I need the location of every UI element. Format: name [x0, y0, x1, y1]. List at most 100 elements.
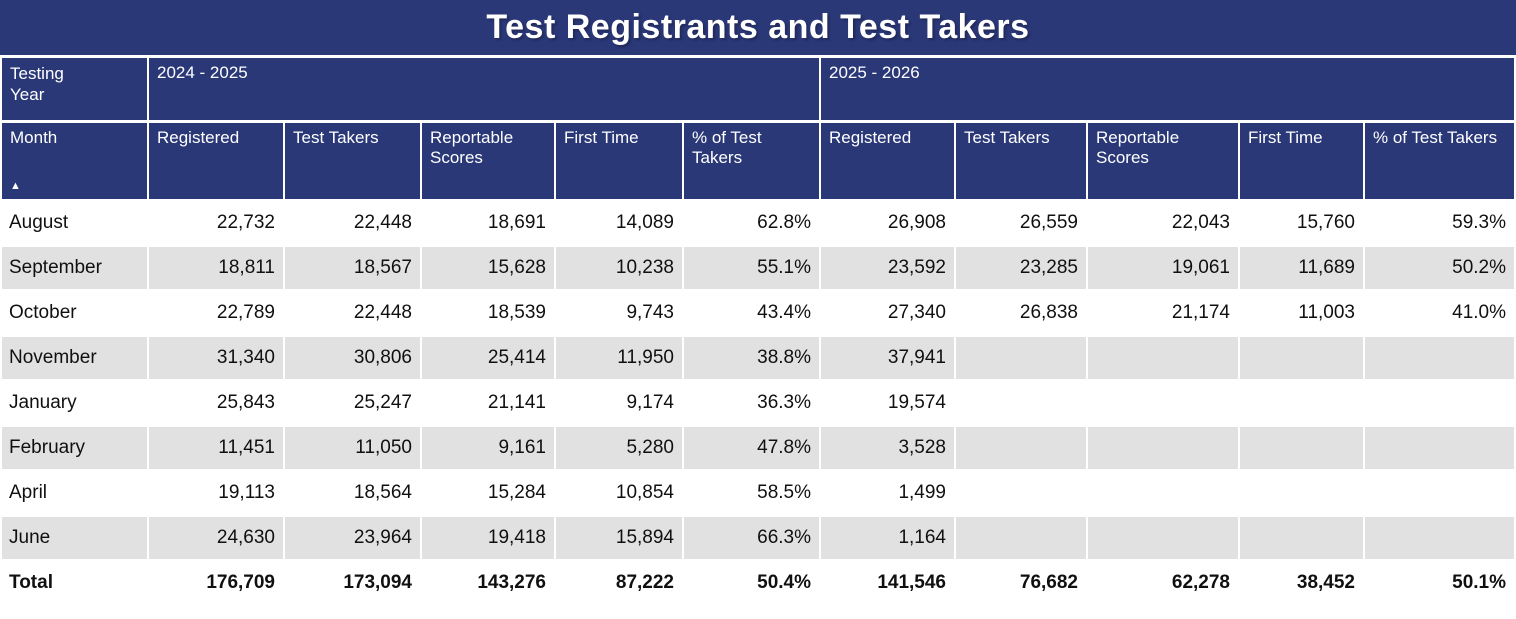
column-header-reportable-scores-2[interactable]: Reportable Scores [1088, 123, 1238, 199]
row-month-label: February [2, 427, 147, 469]
cell-value: 25,247 [285, 382, 420, 424]
cell-value: 58.5% [684, 472, 819, 514]
column-header-row: Month ▲ Registered Test Takers Reportabl… [2, 123, 1514, 199]
row-month-label: October [2, 292, 147, 334]
cell-value [1365, 472, 1514, 514]
cell-value: 26,838 [956, 292, 1086, 334]
cell-value: 14,089 [556, 202, 682, 244]
table-row: August 22,732 22,448 18,691 14,089 62.8% 26,90… [2, 202, 1514, 244]
month-header-label: Month [10, 128, 58, 147]
year-group-2024-2025: 2024 - 2025 [149, 58, 819, 120]
testing-year-label: Testing Year [10, 64, 64, 105]
cell-value: 24,630 [149, 517, 283, 559]
cell-value: 25,414 [422, 337, 554, 379]
cell-value: 3,528 [821, 427, 954, 469]
cell-value: 15,760 [1240, 202, 1363, 244]
cell-value [956, 517, 1086, 559]
cell-value: 19,061 [1088, 247, 1238, 289]
cell-value: 23,285 [956, 247, 1086, 289]
cell-value: 18,564 [285, 472, 420, 514]
cell-value [956, 382, 1086, 424]
cell-value: 9,161 [422, 427, 554, 469]
cell-value: 11,950 [556, 337, 682, 379]
cell-value: 55.1% [684, 247, 819, 289]
column-header-test-takers-1[interactable]: Test Takers [285, 123, 420, 199]
cell-value [1365, 382, 1514, 424]
column-header-pct-test-takers-1[interactable]: % of Test Takers [684, 123, 819, 199]
cell-value: 18,691 [422, 202, 554, 244]
cell-value [1240, 382, 1363, 424]
cell-value [1088, 427, 1238, 469]
table-row: June 24,630 23,964 19,418 15,894 66.3% 1,164 [2, 517, 1514, 559]
row-month-label: Total [2, 562, 147, 604]
page-title: Test Registrants and Test Takers [486, 8, 1030, 46]
column-header-first-time-2[interactable]: First Time [1240, 123, 1363, 199]
row-month-label: January [2, 382, 147, 424]
cell-value: 41.0% [1365, 292, 1514, 334]
table-body: August 22,732 22,448 18,691 14,089 62.8% 26,90… [2, 202, 1514, 604]
row-month-label: August [2, 202, 147, 244]
cell-value: 15,628 [422, 247, 554, 289]
sort-ascending-icon: ▲ [10, 180, 21, 192]
cell-value: 50.2% [1365, 247, 1514, 289]
cell-value: 21,141 [422, 382, 554, 424]
cell-value [1240, 472, 1363, 514]
cell-value [1088, 472, 1238, 514]
cell-value: 50.1% [1365, 562, 1514, 604]
cell-value [956, 472, 1086, 514]
cell-value: 62,278 [1088, 562, 1238, 604]
cell-value [1365, 517, 1514, 559]
cell-value: 25,843 [149, 382, 283, 424]
cell-value: 43.4% [684, 292, 819, 334]
cell-value: 23,592 [821, 247, 954, 289]
row-month-label: September [2, 247, 147, 289]
column-header-registered-1[interactable]: Registered [149, 123, 283, 199]
cell-value [1240, 337, 1363, 379]
cell-value: 5,280 [556, 427, 682, 469]
cell-value: 31,340 [149, 337, 283, 379]
table-row: November 31,340 30,806 25,414 11,950 38.8% 37,… [2, 337, 1514, 379]
year-group-2025-2026: 2025 - 2026 [821, 58, 1514, 120]
cell-value: 59.3% [1365, 202, 1514, 244]
table-row: April 19,113 18,564 15,284 10,854 58.5% 1,499 [2, 472, 1514, 514]
cell-value: 141,546 [821, 562, 954, 604]
row-month-label: November [2, 337, 147, 379]
cell-value: 66.3% [684, 517, 819, 559]
row-month-label: April [2, 472, 147, 514]
table-row: February 11,451 11,050 9,161 5,280 47.8% 3,528 [2, 427, 1514, 469]
cell-value: 22,789 [149, 292, 283, 334]
column-header-pct-test-takers-2[interactable]: % of Test Takers [1365, 123, 1514, 199]
cell-value: 19,418 [422, 517, 554, 559]
cell-value: 23,964 [285, 517, 420, 559]
title-bar: Test Registrants and Test Takers [0, 0, 1516, 55]
cell-value: 76,682 [956, 562, 1086, 604]
cell-value: 26,559 [956, 202, 1086, 244]
cell-value: 22,043 [1088, 202, 1238, 244]
cell-value: 9,174 [556, 382, 682, 424]
cell-value: 11,689 [1240, 247, 1363, 289]
column-header-test-takers-2[interactable]: Test Takers [956, 123, 1086, 199]
cell-value: 9,743 [556, 292, 682, 334]
cell-value [1365, 427, 1514, 469]
cell-value [1240, 517, 1363, 559]
cell-value [956, 427, 1086, 469]
cell-value: 18,567 [285, 247, 420, 289]
cell-value: 37,941 [821, 337, 954, 379]
cell-value: 87,222 [556, 562, 682, 604]
cell-value: 173,094 [285, 562, 420, 604]
column-header-month[interactable]: Month ▲ [2, 123, 147, 199]
row-month-label: June [2, 517, 147, 559]
cell-value: 11,003 [1240, 292, 1363, 334]
cell-value: 50.4% [684, 562, 819, 604]
column-header-reportable-scores-1[interactable]: Reportable Scores [422, 123, 554, 199]
cell-value: 36.3% [684, 382, 819, 424]
cell-value: 1,164 [821, 517, 954, 559]
cell-value [956, 337, 1086, 379]
cell-value: 10,854 [556, 472, 682, 514]
column-header-registered-2[interactable]: Registered [821, 123, 954, 199]
table-row: October 22,789 22,448 18,539 9,743 43.4% 27,34… [2, 292, 1514, 334]
cell-value: 22,448 [285, 202, 420, 244]
column-header-first-time-1[interactable]: First Time [556, 123, 682, 199]
cell-value: 176,709 [149, 562, 283, 604]
cell-value: 15,284 [422, 472, 554, 514]
